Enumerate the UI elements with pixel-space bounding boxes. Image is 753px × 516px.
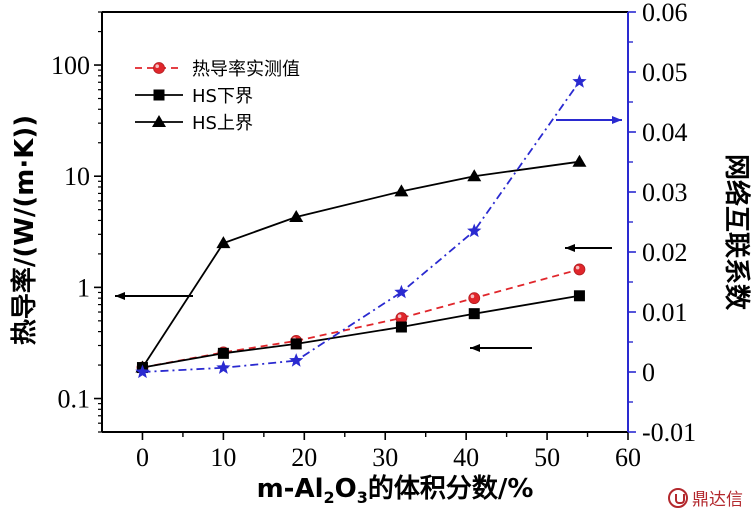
arrow-left-1-head [115, 292, 125, 300]
marker-circle [573, 263, 586, 276]
marker-star [135, 364, 150, 379]
right-y-tick-label: 0.03 [642, 178, 688, 207]
series-layer [135, 74, 587, 379]
marker-square [573, 290, 585, 302]
right-y-axis-ticks: -0.01 0 0.01 0.02 0.03 0.04 0.05 0.06 [628, 0, 696, 447]
x-axis-title: m-Al2O3的体积分数/% [257, 473, 534, 507]
series-1 [136, 290, 585, 374]
marker-circle [153, 62, 165, 74]
x-tick-label: 20 [291, 443, 317, 472]
right-y-tick-label: 0.02 [642, 238, 688, 267]
x-tick-label: 30 [372, 443, 398, 472]
marker-square [217, 347, 229, 359]
marker-triangle [394, 184, 409, 197]
series-3 [135, 74, 587, 379]
right-y-tick-label: 0 [642, 358, 655, 387]
left-y-tick-label: 10 [64, 162, 90, 191]
annotation-arrows [115, 116, 622, 352]
marker-star [572, 74, 587, 88]
marker-square [153, 89, 165, 101]
marker-highlight [575, 265, 580, 270]
marker-star [216, 360, 231, 374]
marker-highlight [470, 294, 475, 299]
marker-square [468, 308, 480, 320]
watermark-text: 鼎达信 [692, 490, 743, 510]
series-line [142, 268, 580, 369]
x-axis-ticks: 0 10 20 30 40 50 60 [136, 432, 641, 472]
left-y-tick-label: 1 [77, 273, 90, 302]
series-line [141, 160, 580, 368]
arrow-right-head [612, 116, 622, 124]
marker-triangle [216, 236, 231, 249]
right-y-tick-label: -0.01 [642, 418, 696, 447]
right-y-axis-title: 网络互联系数 [721, 154, 752, 311]
x-tick-label: 0 [136, 443, 149, 472]
marker-highlight [397, 314, 402, 319]
legend-label: HS下界 [192, 86, 253, 107]
marker-triangle [152, 115, 166, 127]
plot-frame [101, 11, 629, 433]
right-y-tick-label: 0.06 [642, 0, 688, 27]
arrow-left-3-head [470, 344, 480, 352]
left-y-tick-label: 100 [51, 51, 90, 80]
marker-highlight [155, 64, 159, 68]
left-y-axis-ticks: 0.1 1 10 100 [51, 11, 102, 433]
x-tick-label: 10 [210, 443, 236, 472]
series-2 [135, 154, 587, 373]
left-y-tick-label: 0.1 [58, 385, 91, 414]
marker-circle [468, 292, 481, 305]
x-tick-label: 60 [615, 443, 641, 472]
legend: 热导率实测值 HS下界 HS上界 [135, 59, 300, 134]
marker-square [290, 338, 302, 350]
legend-label: HS上界 [192, 113, 253, 134]
series-line [142, 294, 580, 369]
series-line [142, 81, 581, 373]
right-y-tick-label: 0.04 [642, 118, 688, 147]
left-y-axis-title: 热导率/(W/(m·K)) [9, 115, 40, 345]
marker-star [289, 353, 304, 367]
marker-star [467, 223, 482, 238]
x-tick-label: 40 [453, 443, 479, 472]
watermark-logo-icon [668, 487, 688, 508]
marker-triangle [467, 169, 482, 182]
legend-label: 热导率实测值 [192, 59, 300, 80]
watermark: 鼎达信 [668, 485, 743, 510]
marker-triangle [572, 154, 587, 167]
marker-square [395, 321, 407, 333]
marker-star [394, 284, 409, 299]
marker-triangle [289, 209, 304, 222]
arrow-left-2-head [565, 244, 575, 252]
right-y-tick-label: 0.01 [642, 298, 688, 327]
x-tick-label: 50 [534, 443, 560, 472]
right-y-tick-label: 0.05 [642, 58, 688, 87]
